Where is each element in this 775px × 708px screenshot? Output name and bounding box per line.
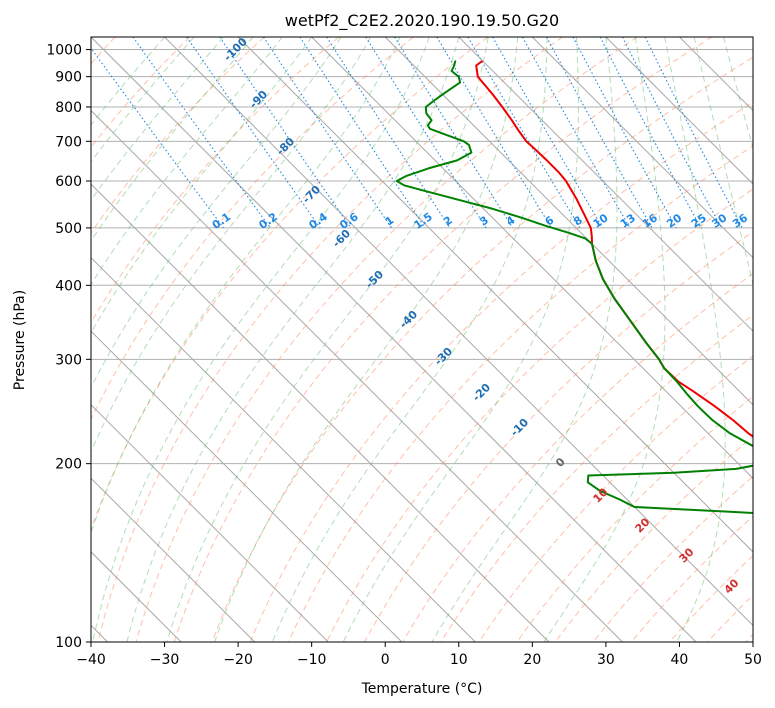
moist-adiabat [91,37,165,126]
x-tick-label: 30 [597,652,615,668]
mixing-ratio-line-0.1 [91,47,224,229]
x-tick-label: 50 [744,652,762,668]
isotherm--80 [91,330,403,642]
moist-adiabat [126,37,460,642]
moist-adiabat [271,37,548,642]
moist-adiabat [91,37,313,334]
moist-adiabat [91,37,254,242]
x-tick-label: 20 [523,652,541,668]
y-tick-label: 200 [55,457,82,473]
moist-adiabat [91,37,342,389]
mixing-ratio-line-0.6 [219,37,352,229]
isotherm--70 [91,256,476,642]
moist-adiabat [91,37,195,163]
moist-adiabat [693,37,753,287]
dry-adiabat [249,101,753,642]
y-axis: 1000 900 800 700 600 500 400 300 200 100 [46,43,91,651]
moist-adiabat [543,37,666,642]
dry-adiabat [326,188,753,642]
isotherm--40 [91,37,697,642]
moist-adiabat [664,37,726,642]
y-tick-label: 300 [55,352,82,368]
profile-lines [395,60,753,515]
mixing-ratio-line-4 [394,37,514,229]
x-axis-title: Temperature (°C) [361,681,483,697]
mixing-ratio-line-1.5 [299,37,426,229]
mixing-ratio-line-0.4 [186,37,321,229]
dry-adiabat [173,37,713,642]
y-tick-label: 100 [55,635,82,651]
moist-adiabat [214,37,519,642]
y-tick-label: 1000 [46,43,82,59]
x-tick-label: −20 [223,652,253,668]
isotherm--20 [237,37,753,553]
y-tick-label: 600 [55,174,82,190]
moist-adiabat [92,37,430,642]
isotherm-0 [384,37,753,406]
x-tick-label: 40 [671,652,689,668]
mixing-ratio-line-2 [326,37,451,229]
isotherm--100 [91,477,256,642]
moist-adiabat [91,37,401,535]
dry-adiabats [91,37,753,642]
dewpoint-profile [395,60,753,515]
dry-adiabat [91,37,265,234]
plot-frame [90,36,754,643]
mixing-ratio-lines [91,37,743,229]
y-tick-label: 800 [55,100,82,116]
isotherm-10 [458,37,753,332]
x-tick-label: −10 [297,652,327,668]
moist-adiabats [91,37,753,642]
dry-adiabat [91,37,340,324]
moist-adiabat [431,37,618,642]
mixing-ratio-line-0.2 [132,37,271,229]
y-tick-label: 900 [55,70,82,86]
mixing-ratio-line-36 [644,37,743,229]
isobar-gridlines [91,49,753,642]
y-tick-label: 700 [55,134,82,150]
isotherm--30 [164,37,753,627]
x-tick-label: 10 [450,652,468,668]
isotherm--50 [91,109,623,642]
isotherm--90 [91,404,329,642]
y-axis-title: Pressure (hPa) [12,290,28,390]
moist-adiabat [91,37,224,201]
mixing-ratio-line-16 [546,37,653,229]
x-tick-label: −30 [150,652,180,668]
y-tick-label: 500 [55,221,82,237]
moist-adiabat [342,37,579,642]
mixing-ratio-line-13 [522,37,631,229]
chart-title: wetPf2_C2E2.2020.190.19.50.G20 [285,11,559,31]
moist-adiabat [91,37,283,286]
x-axis: −40 −30 −20 −10 0 10 20 30 40 50 [76,642,762,668]
dry-adiabat [211,56,753,642]
dry-adiabat [91,37,414,421]
isotherm-20 [531,37,753,259]
mixing-ratio-line-1 [263,37,392,229]
dry-adiabat [287,145,753,642]
isotherm--60 [91,183,550,642]
isotherm-30 [605,37,753,185]
moist-adiabat [723,37,753,150]
x-tick-label: 0 [381,652,390,668]
dry-adiabat [97,37,563,642]
x-tick-label: −40 [76,652,106,668]
moist-adiabat [91,37,371,454]
y-tick-label: 400 [55,278,82,294]
mixing-ratio-line-20 [572,37,677,229]
isotherm-gridlines [91,37,753,642]
